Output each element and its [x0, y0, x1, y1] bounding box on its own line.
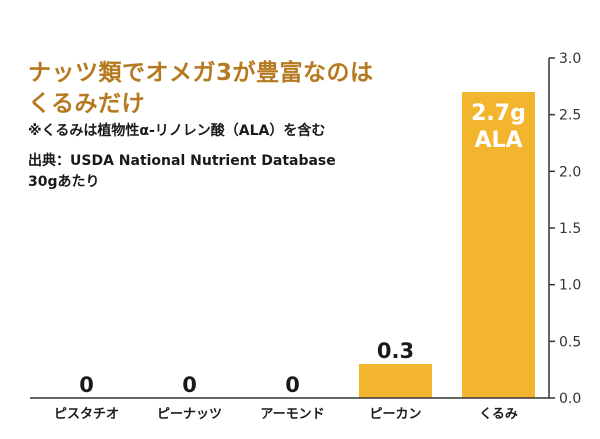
- value-label-4: 0.3: [377, 339, 414, 363]
- x-axis-labels: ピスタチオ ピーナッツ アーモンド ピーカン くるみ: [54, 407, 518, 422]
- bar-4: [359, 364, 432, 398]
- x-axis-label-5: くるみ: [479, 407, 518, 422]
- source-line-2: 30gあたり: [28, 174, 100, 190]
- bar-5: [462, 92, 535, 398]
- value-label-2: 0: [182, 373, 197, 397]
- y-tick-label-6: 3.0: [559, 51, 581, 67]
- source-note: 出典：USDA National Nutrient Database 30gあた…: [28, 151, 336, 193]
- x-axis-label-4: ピーカン: [369, 407, 421, 422]
- value-label-1: 0: [79, 373, 94, 397]
- value-labels-layer: 0 0 0 0.3 2.7g ALA: [79, 101, 526, 397]
- chart-title-line-2: くるみだけ: [28, 91, 146, 117]
- chart-title: ナッツ類でオメガ3が豊富なのは くるみだけ: [28, 58, 374, 120]
- value-label-5: 2.7g ALA: [471, 101, 526, 153]
- x-axis-label-3: アーモンド: [260, 407, 324, 422]
- y-tick-label-2: 1.0: [559, 278, 581, 294]
- y-tick-label-0: 0.0: [559, 391, 581, 407]
- value-label-3: 0: [285, 373, 300, 397]
- source-line-1: 出典：USDA National Nutrient Database: [28, 153, 336, 169]
- bars-layer: [359, 92, 535, 398]
- y-tick-label-1: 0.5: [559, 334, 581, 350]
- x-axis-label-1: ピスタチオ: [54, 407, 119, 422]
- y-tick-label-3: 1.5: [559, 221, 581, 237]
- axis-layer: 0.0 0.5 1.0 1.5 2.0 2.5 3.0: [30, 51, 581, 407]
- chart-title-line-1: ナッツ類でオメガ3が豊富なのは: [28, 60, 374, 86]
- chart-note: ※くるみは植物性α-リノレン酸（ALA）を含む: [28, 123, 326, 139]
- x-axis-label-2: ピーナッツ: [157, 407, 222, 422]
- y-tick-label-4: 2.0: [559, 164, 581, 180]
- y-tick-label-5: 2.5: [559, 108, 581, 124]
